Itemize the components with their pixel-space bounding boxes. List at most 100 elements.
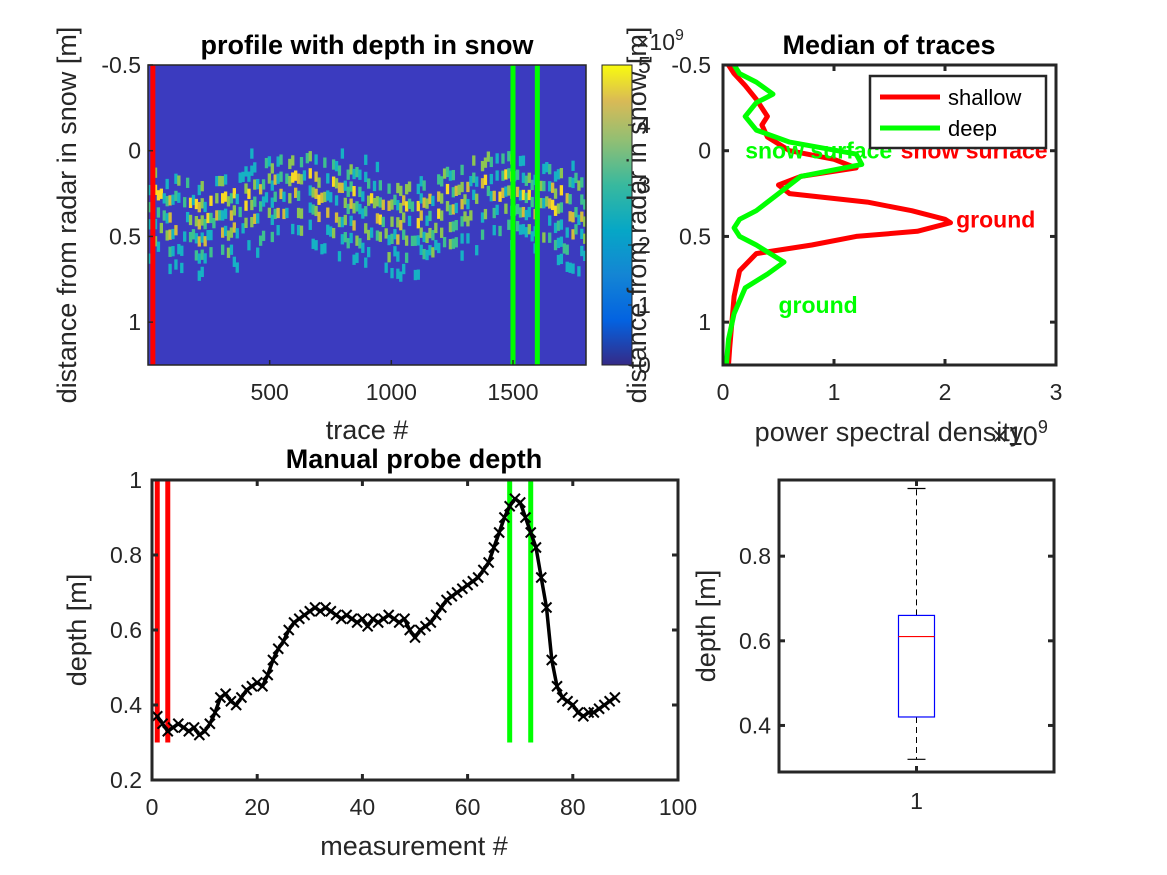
probe-marker xyxy=(561,695,574,707)
heatmap-cell xyxy=(238,206,242,218)
heatmap-cell xyxy=(364,154,368,165)
heatmap-cell xyxy=(343,214,347,226)
heatmap-cell xyxy=(524,209,528,221)
probe-xtick-label: 60 xyxy=(455,794,481,820)
heatmap-cell xyxy=(577,266,581,277)
heatmap-cell xyxy=(361,191,365,202)
probe-marker xyxy=(167,721,179,734)
probe-marker xyxy=(514,496,526,509)
heatmap-cell xyxy=(559,202,564,213)
probe-marker xyxy=(414,624,426,636)
heatmap-cell xyxy=(343,180,347,191)
heatmap-cell xyxy=(323,157,327,168)
heatmap-cell xyxy=(247,171,251,182)
heatmap-cell xyxy=(518,224,523,235)
median-xtick-label: 2 xyxy=(939,379,952,405)
heatmap-cell xyxy=(369,193,374,204)
box-ytick-label: 0.8 xyxy=(739,543,771,569)
heatmap-cell xyxy=(559,236,564,247)
heatmap-cell xyxy=(399,185,403,197)
heatmap-cell xyxy=(267,207,272,218)
heatmap-cell xyxy=(556,169,561,180)
heatmap-cell xyxy=(364,257,368,268)
profile-marker-lines xyxy=(150,65,540,365)
heatmap-cell xyxy=(334,212,339,223)
heatmap-cell xyxy=(565,244,569,255)
probe-marker xyxy=(346,613,358,625)
heatmap-cell xyxy=(276,225,280,236)
heatmap-cell xyxy=(364,206,368,217)
heatmap-cell xyxy=(337,165,342,176)
heatmap-cell xyxy=(352,186,356,197)
heatmap-cell xyxy=(308,168,312,179)
heatmap-cell xyxy=(498,191,502,202)
heatmap-cell xyxy=(349,198,353,209)
heatmap-cell xyxy=(223,174,228,185)
probe-marker xyxy=(451,586,463,599)
heatmap-cell xyxy=(200,198,204,209)
heatmap-cell xyxy=(358,169,362,180)
heatmap-cell xyxy=(308,151,312,162)
heatmap-cell xyxy=(553,205,558,216)
probe-marker xyxy=(472,571,484,584)
profile-xtick-label: 1500 xyxy=(487,379,538,405)
heatmap-cell xyxy=(165,178,169,190)
heatmap-cell xyxy=(565,193,569,204)
heatmap-cell xyxy=(460,181,464,193)
heatmap-cell xyxy=(253,162,257,173)
heatmap-cell xyxy=(331,159,336,170)
heatmap-cell xyxy=(258,184,263,195)
heatmap-cell xyxy=(466,233,470,244)
heatmap-cell xyxy=(334,178,339,189)
box-panel: 1 0.4 0.6 0.8 depth [m] xyxy=(691,478,1056,814)
median-line-deep xyxy=(723,65,865,365)
heatmap-cell xyxy=(387,200,391,211)
heatmap-cell xyxy=(442,237,447,248)
colorbar-ticks: 0 1 2 3 4 5 xyxy=(628,52,651,378)
probe-marker xyxy=(503,500,516,512)
heatmap-cell xyxy=(209,247,213,258)
probe-marker xyxy=(509,493,521,505)
heatmap-cell xyxy=(358,203,362,215)
probe-plot-area xyxy=(152,480,678,780)
heatmap-cell xyxy=(539,180,543,192)
heatmap-cell xyxy=(515,169,520,180)
heatmap-cell xyxy=(571,229,575,240)
heatmap-cell xyxy=(574,207,578,218)
probe-ylabel: depth [m] xyxy=(62,574,92,687)
heatmap-cell xyxy=(580,194,584,205)
heatmap-cell xyxy=(527,172,531,183)
heatmap-cell xyxy=(454,237,458,248)
heatmap-cell xyxy=(416,235,420,246)
heatmap-cell xyxy=(393,194,397,206)
probe-marker xyxy=(283,624,295,636)
heatmap-cell xyxy=(314,240,318,251)
heatmap-cell xyxy=(314,205,318,217)
median-xlabel: power spectral density xyxy=(755,417,1024,447)
probe-marker xyxy=(272,643,284,655)
heatmap-cell xyxy=(448,204,453,216)
heatmap-cell xyxy=(299,225,304,236)
colorbar-tick-label: 4 xyxy=(638,112,651,138)
box-ytick-label: 0.4 xyxy=(739,712,771,738)
heatmap-cell xyxy=(194,198,199,210)
probe-marker xyxy=(482,556,495,569)
heatmap-cell xyxy=(550,199,555,211)
heatmap-cell xyxy=(361,208,365,219)
probe-marker xyxy=(340,609,353,621)
heatmap-cell xyxy=(299,174,304,185)
heatmap-cell xyxy=(296,173,301,184)
heatmap-cell xyxy=(495,153,499,164)
probe-marker xyxy=(256,680,269,692)
probe-marker xyxy=(325,605,337,617)
heatmap-cell xyxy=(337,216,342,228)
heatmap-cell xyxy=(159,188,163,199)
heatmap-cell xyxy=(548,181,552,192)
heatmap-cell xyxy=(346,186,350,197)
heatmap-cell xyxy=(323,191,327,203)
heatmap-cell xyxy=(524,192,528,204)
heatmap-cell xyxy=(442,168,447,179)
probe-marker xyxy=(440,594,453,606)
heatmap-cell xyxy=(349,164,353,175)
heatmap-cell xyxy=(340,234,345,245)
